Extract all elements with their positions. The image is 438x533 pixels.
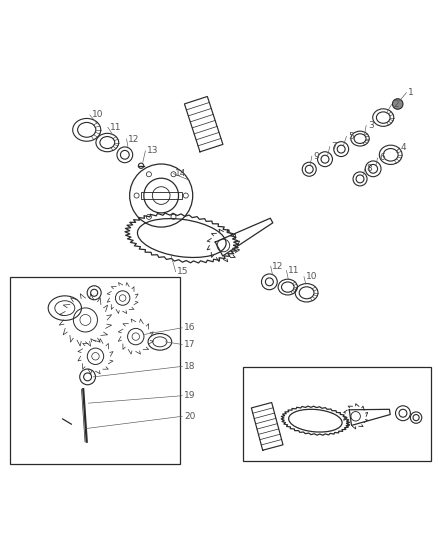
Text: 16: 16 (184, 324, 195, 332)
Text: 18: 18 (184, 362, 195, 371)
Text: 12: 12 (272, 262, 284, 271)
Circle shape (392, 99, 403, 109)
Text: 10: 10 (92, 110, 103, 119)
Text: 20: 20 (184, 412, 195, 421)
Text: 7: 7 (332, 142, 337, 151)
Text: 11: 11 (110, 123, 121, 132)
Text: 12: 12 (128, 134, 140, 143)
Text: 4: 4 (401, 143, 406, 152)
Text: 13: 13 (147, 147, 159, 155)
Bar (243, 367, 431, 462)
Text: 1: 1 (408, 88, 414, 97)
Text: 2: 2 (393, 100, 399, 109)
Text: 5: 5 (348, 132, 354, 141)
Text: 17: 17 (184, 340, 195, 349)
Bar (141, 192, 182, 199)
Text: 15: 15 (177, 267, 189, 276)
Bar (10, 278, 180, 464)
Text: 10: 10 (306, 272, 317, 281)
Text: 8: 8 (367, 164, 372, 173)
Text: 11: 11 (288, 266, 300, 275)
Text: 14: 14 (175, 169, 187, 178)
Text: 9: 9 (314, 151, 319, 160)
Text: 6: 6 (379, 154, 385, 163)
Text: 19: 19 (184, 391, 195, 400)
Text: 3: 3 (368, 121, 374, 130)
